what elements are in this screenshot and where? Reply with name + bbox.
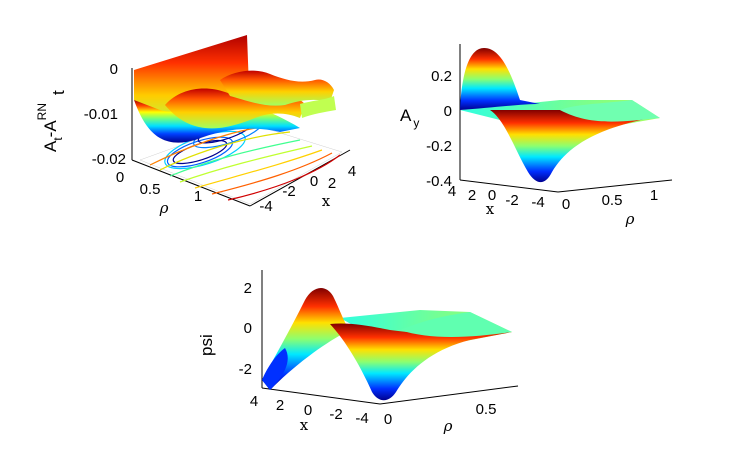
plot-1: 0 -0.01 -0.02 0 0.5 1 -4 -2 0 2 4 ρ x At… xyxy=(35,35,356,217)
plot3-x-tick-3: -2 xyxy=(329,406,342,423)
plot1-x-tick-2: 0 xyxy=(310,173,318,190)
plot3-surface-trough xyxy=(330,323,512,401)
plot2-rho-tick-2: 1 xyxy=(650,187,658,204)
plot2-surface-trough xyxy=(490,110,650,183)
plot3-rho-axis xyxy=(379,385,519,405)
plot1-rho-label: ρ xyxy=(159,199,169,217)
plot1-surface-wall xyxy=(134,35,249,128)
svg-text:At-ARN: At-ARN xyxy=(35,103,65,152)
plot2-rho-tick-0: 0 xyxy=(562,196,570,213)
plot1-zlabel-mid: -A xyxy=(41,120,60,138)
plot1-x-label: x xyxy=(322,192,331,210)
plot2-z-tick-1: 0 xyxy=(444,103,452,120)
plot1-z-tick-1: -0.01 xyxy=(84,106,118,123)
plot1-rho-ticks: 0 0.5 1 xyxy=(116,169,202,205)
plot1-zlabel-sub1: t xyxy=(51,137,65,141)
plot2-x-tick-3: -2 xyxy=(505,192,518,209)
plot2-x-tick-4: -4 xyxy=(531,194,544,211)
plot3-rho-tick-1: 0.5 xyxy=(476,401,497,418)
plot1-z-tick-0: 0 xyxy=(110,61,118,78)
plot3-x-axis xyxy=(261,387,381,405)
plot3-z-tick-2: -2 xyxy=(239,361,252,378)
plot2-z-tick-3: -0.4 xyxy=(426,173,452,190)
plot1-rho-tick-0: 0 xyxy=(116,169,124,186)
plot1-x-tick-3: 2 xyxy=(328,175,336,192)
plot2-z-tick-0: 0.2 xyxy=(431,68,452,85)
plot1-rho-tick-2: 1 xyxy=(194,188,202,205)
plot3-surface-left xyxy=(262,348,288,390)
plot3-zlabel-main: psi xyxy=(197,334,216,356)
plot2-z-ticks: 0.2 0 -0.2 -0.4 xyxy=(426,68,452,190)
plot2-surface-peak xyxy=(460,48,540,110)
plot3-rho-ticks: 0 0.5 xyxy=(384,401,497,428)
plot3-x-label: x xyxy=(300,416,309,434)
plot1-rho-axis xyxy=(131,159,251,207)
plot3-rho-tick-0: 0 xyxy=(384,411,392,428)
plot2-surface-shadow xyxy=(560,100,660,122)
plot2-x-label: x xyxy=(486,200,495,218)
plot1-zlabel-main: A xyxy=(41,140,60,152)
plot2-z-tick-2: -0.2 xyxy=(426,138,452,155)
plot2-x-tick-1: 2 xyxy=(468,187,476,204)
plot1-zlabel-sub2: t xyxy=(49,90,68,95)
plot3-z-tick-1: 0 xyxy=(244,320,252,337)
plot2-x-axis xyxy=(459,179,559,193)
plot-2: 0.2 0 -0.2 -0.4 4 2 0 -2 -4 0 0.5 1 x ρ … xyxy=(400,44,673,228)
plot3-x-tick-2: 0 xyxy=(304,402,312,419)
plot3-surface-shadow xyxy=(400,312,512,337)
plot2-x-ticks: 4 2 0 -2 -4 xyxy=(448,183,545,211)
plot3-z-ticks: 2 0 -2 xyxy=(239,280,252,378)
plot-3: 2 0 -2 4 2 0 -2 -4 0 0.5 x ρ psi xyxy=(197,270,519,435)
plot2-x-tick-2: 0 xyxy=(488,187,496,204)
plot2-zlabel-main: A xyxy=(400,106,412,125)
plot1-z-ticks: 0 -0.01 -0.02 xyxy=(84,61,126,168)
plot2-rho-ticks: 0 0.5 1 xyxy=(562,187,658,213)
plot1-x-ticks: -4 -2 0 2 4 xyxy=(259,163,356,215)
plot1-surface-ridge-back xyxy=(220,70,334,106)
plot3-x-tick-4: -4 xyxy=(355,410,368,427)
plot3-x-ticks: 4 2 0 -2 -4 xyxy=(250,393,369,427)
plot1-x-tick-1: -2 xyxy=(282,183,295,200)
plot1-zlabel-sup: RN xyxy=(35,103,49,120)
plot2-zlabel-sub1: y xyxy=(413,116,419,130)
plot1-z-tick-2: -0.02 xyxy=(92,151,126,168)
plot2-x-tick-0: 4 xyxy=(448,183,456,200)
plot3-z-tick-0: 2 xyxy=(244,280,252,297)
plot3-rho-label: ρ xyxy=(443,417,453,435)
plot1-rho-tick-1: 0.5 xyxy=(140,181,161,198)
plot1-z-label: At-ARN t xyxy=(35,90,68,152)
plot3-z-label: psi xyxy=(197,334,216,356)
plot1-surface-edge xyxy=(300,96,336,118)
plot3-x-tick-1: 2 xyxy=(276,397,284,414)
plot2-rho-axis xyxy=(557,179,673,193)
plot3-x-tick-0: 4 xyxy=(250,393,258,410)
plot2-rho-label: ρ xyxy=(625,210,635,228)
svg-text:Ay: Ay xyxy=(400,106,419,130)
plot1-x-tick-0: -4 xyxy=(259,198,272,215)
plot1-x-tick-4: 4 xyxy=(348,163,356,180)
plot2-rho-tick-1: 0.5 xyxy=(602,192,623,209)
